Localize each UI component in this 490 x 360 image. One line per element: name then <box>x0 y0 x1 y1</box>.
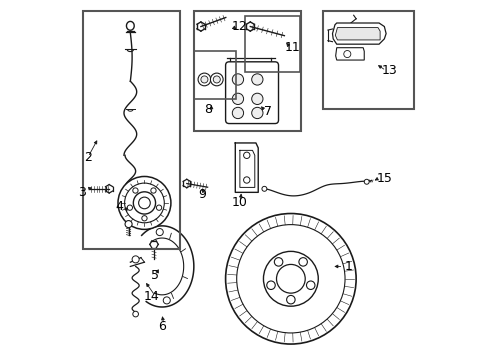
Text: 14: 14 <box>144 290 159 303</box>
Text: 12: 12 <box>232 20 247 33</box>
Circle shape <box>201 76 208 83</box>
Bar <box>322 11 415 109</box>
Circle shape <box>225 213 356 344</box>
Text: 2: 2 <box>84 150 92 163</box>
Circle shape <box>124 183 164 223</box>
Polygon shape <box>335 28 380 40</box>
Text: 4: 4 <box>116 200 123 213</box>
Circle shape <box>127 205 132 210</box>
Circle shape <box>156 229 163 235</box>
Circle shape <box>267 281 275 289</box>
Text: 9: 9 <box>199 188 207 201</box>
Circle shape <box>244 152 250 158</box>
Circle shape <box>232 107 244 118</box>
Circle shape <box>264 251 318 306</box>
Circle shape <box>133 311 139 317</box>
Text: 13: 13 <box>382 64 397 77</box>
Circle shape <box>364 179 369 184</box>
Text: 11: 11 <box>285 41 300 54</box>
Bar <box>194 51 236 99</box>
Circle shape <box>125 221 132 228</box>
Circle shape <box>163 297 171 304</box>
Circle shape <box>252 107 263 118</box>
Polygon shape <box>333 23 386 44</box>
Circle shape <box>262 186 267 191</box>
Text: 15: 15 <box>376 172 392 185</box>
Circle shape <box>306 281 315 289</box>
Text: 5: 5 <box>151 269 159 282</box>
Circle shape <box>133 192 155 214</box>
Circle shape <box>237 225 345 333</box>
Circle shape <box>232 93 244 104</box>
Text: 7: 7 <box>264 105 272 118</box>
Text: 1: 1 <box>345 260 353 273</box>
Bar <box>194 11 301 131</box>
Bar <box>245 16 300 72</box>
Circle shape <box>287 296 295 304</box>
Circle shape <box>252 93 263 104</box>
Circle shape <box>232 74 244 85</box>
Polygon shape <box>336 48 364 60</box>
Text: 6: 6 <box>158 320 166 333</box>
Circle shape <box>198 73 211 86</box>
Circle shape <box>139 197 150 209</box>
Circle shape <box>133 188 138 193</box>
Text: 8: 8 <box>204 103 212 116</box>
Circle shape <box>156 205 162 210</box>
Circle shape <box>118 176 171 229</box>
Circle shape <box>276 265 305 293</box>
FancyBboxPatch shape <box>225 62 278 123</box>
Bar <box>83 11 180 249</box>
Circle shape <box>210 73 223 86</box>
Circle shape <box>252 74 263 85</box>
Text: 3: 3 <box>78 186 86 199</box>
Circle shape <box>151 188 156 193</box>
Circle shape <box>344 50 351 58</box>
Circle shape <box>132 256 139 263</box>
Text: 10: 10 <box>232 197 247 210</box>
Circle shape <box>142 216 147 221</box>
Circle shape <box>274 258 283 266</box>
Circle shape <box>213 76 220 83</box>
Circle shape <box>244 177 250 183</box>
Circle shape <box>299 258 307 266</box>
